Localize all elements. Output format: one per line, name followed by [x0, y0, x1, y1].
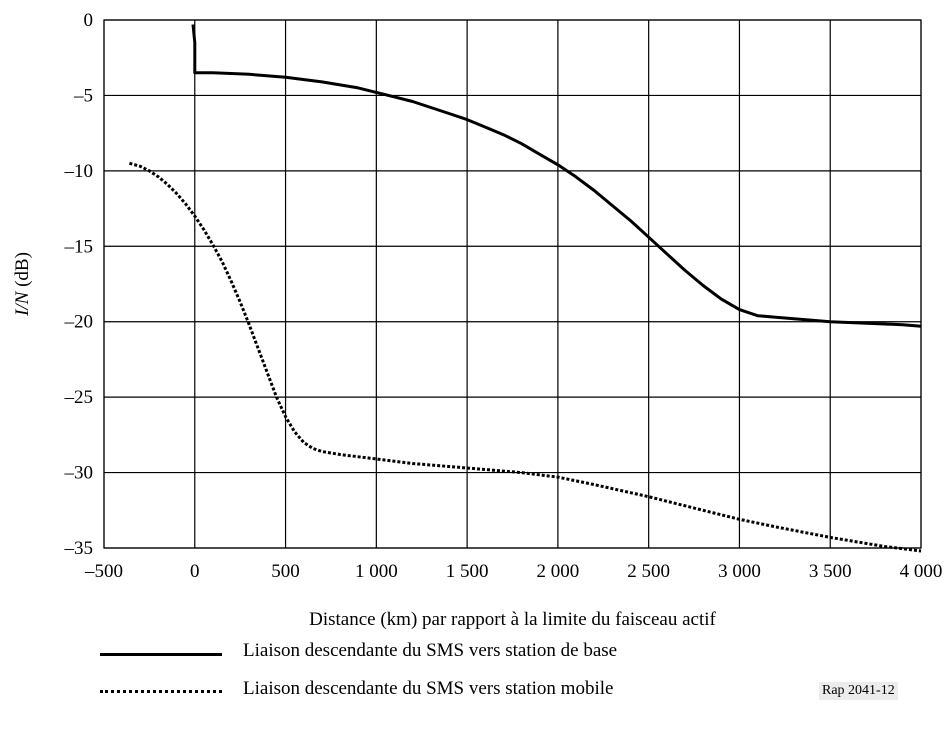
series-line-0 [191, 24, 922, 328]
x-tick-label: 2 500 [627, 561, 670, 582]
legend-item-mobile: Liaison descendante du SMS vers station … [100, 678, 800, 716]
legend-item-base: Liaison descendante du SMS vers station … [100, 640, 800, 678]
y-tick-label: –20 [64, 312, 94, 333]
y-tick-label: –10 [64, 161, 94, 182]
y-tick-label: –30 [64, 463, 94, 484]
series-line-1 [129, 161, 922, 553]
y-tick-label: 0 [84, 10, 94, 31]
y-axis-title: I/N (dB) [12, 252, 33, 317]
x-tick-label: 1 000 [355, 561, 398, 582]
y-tick-label: –15 [64, 236, 94, 257]
x-tick-label: 1 500 [446, 561, 489, 582]
y-tick-labels: 0 –5 –10 –15 –20 –25 –30 –35 [64, 10, 94, 559]
x-tick-label: 4 000 [900, 561, 943, 582]
y-tick-label: –35 [64, 538, 94, 559]
x-tick-label: 0 [190, 561, 200, 582]
x-tick-label: 3 500 [809, 561, 852, 582]
grid [103, 19, 922, 549]
legend-label-mobile: Liaison descendante du SMS vers station … [243, 678, 614, 699]
x-tick-label: 2 000 [537, 561, 580, 582]
legend-swatch-dotted [100, 690, 222, 693]
legend-swatch-solid [100, 653, 222, 656]
y-tick-label: –5 [73, 85, 93, 106]
series-layer [129, 24, 922, 553]
plot-frame [103, 19, 922, 549]
x-tick-label: –500 [84, 561, 123, 582]
x-axis-title: Distance (km) par rapport à la limite du… [309, 609, 716, 630]
figure-reference: Rap 2041-12 [819, 682, 898, 700]
x-tick-labels: –500 0 500 1 000 1 500 2 000 2 500 3 000 3 500 4 … [84, 561, 942, 582]
legend-label-base: Liaison descendante du SMS vers station … [243, 640, 618, 661]
y-tick-label: –25 [64, 387, 94, 408]
legend: Liaison descendante du SMS vers station … [100, 640, 800, 716]
x-tick-label: 3 000 [718, 561, 761, 582]
x-tick-label: 500 [271, 561, 300, 582]
